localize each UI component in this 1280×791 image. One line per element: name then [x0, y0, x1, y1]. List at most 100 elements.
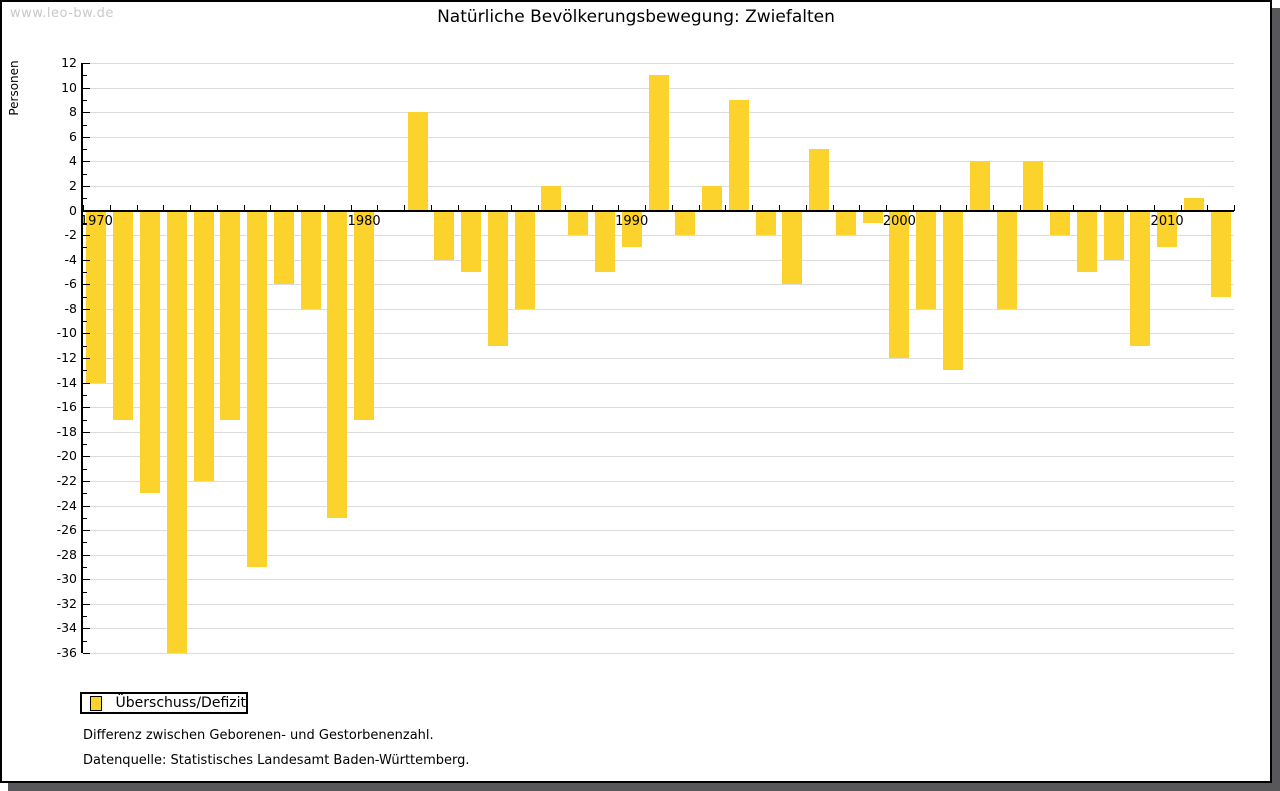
bar	[354, 210, 375, 420]
bar	[461, 210, 482, 272]
bar	[220, 210, 241, 420]
bar	[916, 210, 937, 309]
gridline	[83, 579, 1234, 581]
x-axis-tick	[1073, 204, 1075, 211]
bar	[728, 99, 749, 211]
x-tick-label: 2000	[882, 213, 916, 229]
y-tick-label: -2	[64, 227, 77, 243]
x-axis-tick	[350, 204, 352, 211]
x-axis-tick	[323, 204, 325, 211]
y-axis-minor-tick	[83, 567, 87, 568]
x-axis-tick	[297, 204, 299, 211]
x-axis-zero-line	[83, 209, 1234, 212]
x-axis-tick	[404, 204, 406, 211]
bar	[942, 210, 963, 371]
y-tick-label: -12	[56, 350, 77, 365]
y-tick-label: -28	[56, 546, 77, 562]
bar	[166, 210, 187, 653]
y-axis-minor-tick	[83, 296, 87, 298]
x-axis-tick	[939, 204, 941, 211]
y-tick-label: -26	[56, 522, 77, 538]
bar	[407, 112, 428, 211]
bar	[782, 210, 803, 285]
x-axis-tick	[671, 204, 673, 211]
x-axis-tick	[1046, 204, 1048, 211]
y-tick-label: -30	[56, 571, 77, 587]
x-axis-tick	[1126, 204, 1128, 211]
y-axis-minor-tick	[83, 272, 87, 273]
y-tick-label: -4	[64, 251, 77, 267]
legend: Überschuss/Defizit	[80, 692, 248, 714]
gridline	[83, 407, 1234, 409]
bar	[621, 210, 642, 248]
gridline	[83, 63, 1234, 64]
x-axis-tick	[618, 204, 620, 211]
bar	[1210, 210, 1231, 297]
gridline	[83, 603, 1234, 605]
gridline	[83, 235, 1234, 237]
x-axis-tick	[725, 204, 727, 211]
bar	[835, 210, 856, 236]
bar	[1130, 210, 1151, 346]
y-axis-minor-tick	[83, 370, 87, 372]
bar	[327, 210, 348, 518]
x-axis-tick	[752, 204, 754, 211]
x-axis-tick	[243, 204, 245, 211]
y-tick-label: -36	[56, 645, 77, 660]
y-axis-tick	[83, 87, 90, 89]
y-tick-label: -16	[56, 399, 77, 415]
footnote-definition: Differenz zwischen Geborenen- und Gestor…	[83, 728, 434, 743]
gridline	[83, 456, 1234, 458]
gridline	[83, 284, 1234, 286]
y-axis-tick	[83, 505, 90, 507]
x-axis-tick	[484, 204, 486, 211]
bar	[514, 210, 535, 309]
y-tick-label: -24	[56, 497, 77, 513]
y-axis-tick	[83, 407, 90, 409]
x-axis-tick	[190, 204, 192, 211]
y-axis-tick	[83, 185, 90, 187]
x-axis-tick	[698, 204, 700, 211]
gridline	[83, 358, 1234, 359]
y-axis-minor-tick	[83, 198, 87, 200]
y-axis-minor-tick	[83, 591, 87, 593]
x-axis-tick	[912, 204, 914, 211]
bar	[300, 210, 321, 309]
y-axis-tick	[83, 259, 90, 261]
y-axis-tick	[83, 480, 90, 482]
y-tick-label: -6	[64, 276, 77, 292]
x-axis-tick	[270, 204, 272, 211]
y-axis-minor-tick	[83, 173, 87, 175]
bar	[434, 210, 455, 260]
y-tick-label: -22	[56, 472, 77, 488]
bar	[969, 161, 990, 211]
y-axis-line	[81, 63, 83, 653]
y-axis-minor-tick	[83, 149, 87, 150]
bar	[996, 210, 1017, 309]
bar	[541, 185, 562, 211]
y-tick-label: -20	[56, 448, 77, 464]
bar	[1076, 210, 1097, 272]
y-tick-label: 10	[61, 79, 77, 95]
gridline	[83, 505, 1234, 507]
y-axis-tick	[83, 628, 90, 630]
plot-area: Personen -36 -34 -32 -30 -28 -26 -24 -22 -20 -18-…	[2, 2, 1270, 781]
bar	[595, 210, 615, 272]
y-axis-tick	[83, 284, 90, 286]
y-tick-label: 6	[69, 128, 77, 144]
bar	[113, 210, 134, 420]
bar	[1183, 198, 1204, 211]
y-tick-label: 4	[69, 153, 77, 169]
y-axis-tick	[83, 358, 90, 359]
y-tick-label: -14	[56, 374, 77, 390]
y-axis-tick	[83, 136, 90, 138]
x-axis-tick	[1019, 204, 1021, 211]
legend-label: Überschuss/Defizit	[115, 695, 246, 711]
x-axis-tick	[538, 204, 539, 211]
x-axis-tick	[216, 204, 218, 211]
y-axis-tick	[83, 63, 90, 64]
bar	[675, 210, 696, 236]
bar	[1050, 210, 1070, 236]
x-axis-tick	[832, 204, 834, 211]
